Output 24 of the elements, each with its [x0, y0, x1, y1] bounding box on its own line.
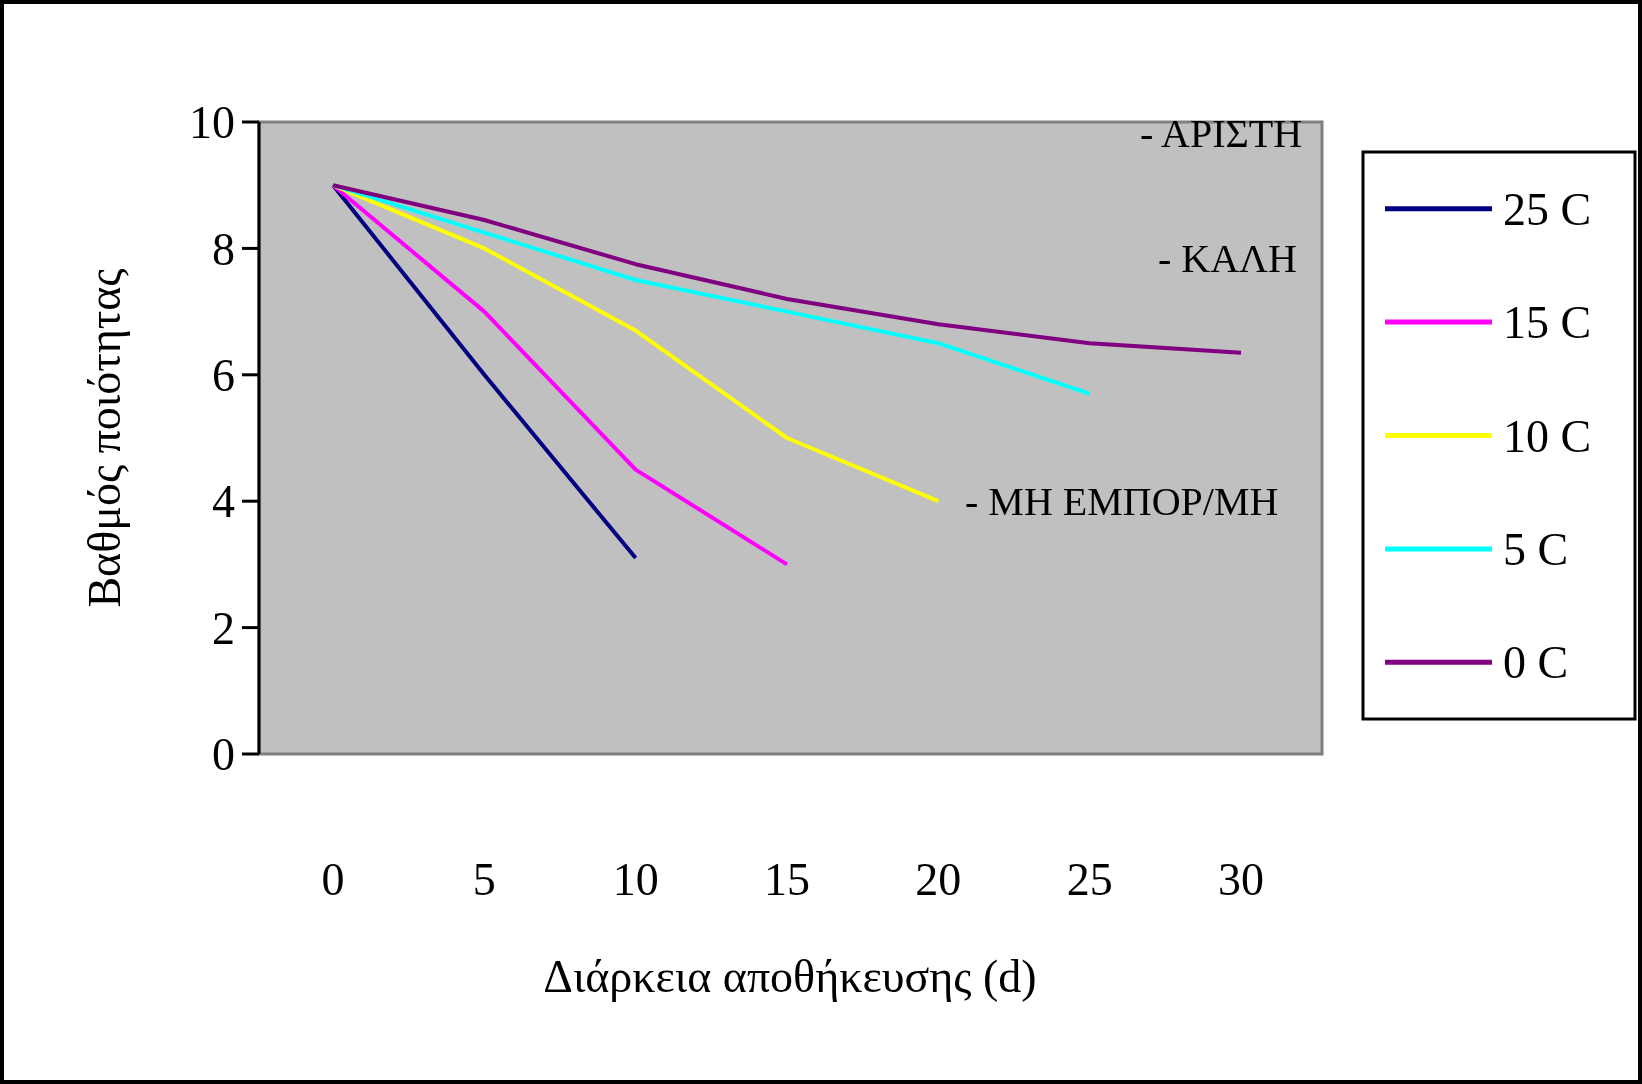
x-tick-label: 30 — [1218, 854, 1264, 905]
x-tick-label: 15 — [764, 854, 810, 905]
x-tick-label: 0 — [321, 854, 345, 905]
y-tick-label: 6 — [212, 349, 235, 401]
y-axis-title: Βαθμός ποιότητας — [79, 268, 130, 608]
annotation: - ΚΑΛΗ — [1158, 236, 1297, 281]
x-tick-label: 5 — [472, 854, 496, 905]
annotation: - ΑΡΙΣΤΗ — [1140, 111, 1303, 156]
x-tick-label: 25 — [1066, 854, 1113, 905]
legend-label: 0 C — [1503, 637, 1569, 689]
annotation: - ΜΗ ΕΜΠΟΡ/ΜΗ — [965, 479, 1279, 524]
x-axis-title: Διάρκεια αποθήκευσης (d) — [543, 951, 1037, 1002]
y-tick-label: 4 — [212, 476, 235, 528]
y-tick-label: 10 — [189, 97, 235, 149]
legend-label: 5 C — [1503, 524, 1569, 575]
legend-label: 10 C — [1503, 410, 1592, 462]
legend-label: 25 C — [1503, 183, 1592, 235]
x-tick-label: 10 — [612, 854, 659, 905]
line-series — [331, 183, 941, 504]
y-tick-label: 0 — [212, 729, 235, 781]
legend-label: 15 C — [1503, 297, 1592, 349]
y-tick-label: 2 — [212, 602, 235, 654]
y-tick-label: 8 — [212, 223, 235, 275]
x-tick-label: 20 — [915, 854, 962, 905]
